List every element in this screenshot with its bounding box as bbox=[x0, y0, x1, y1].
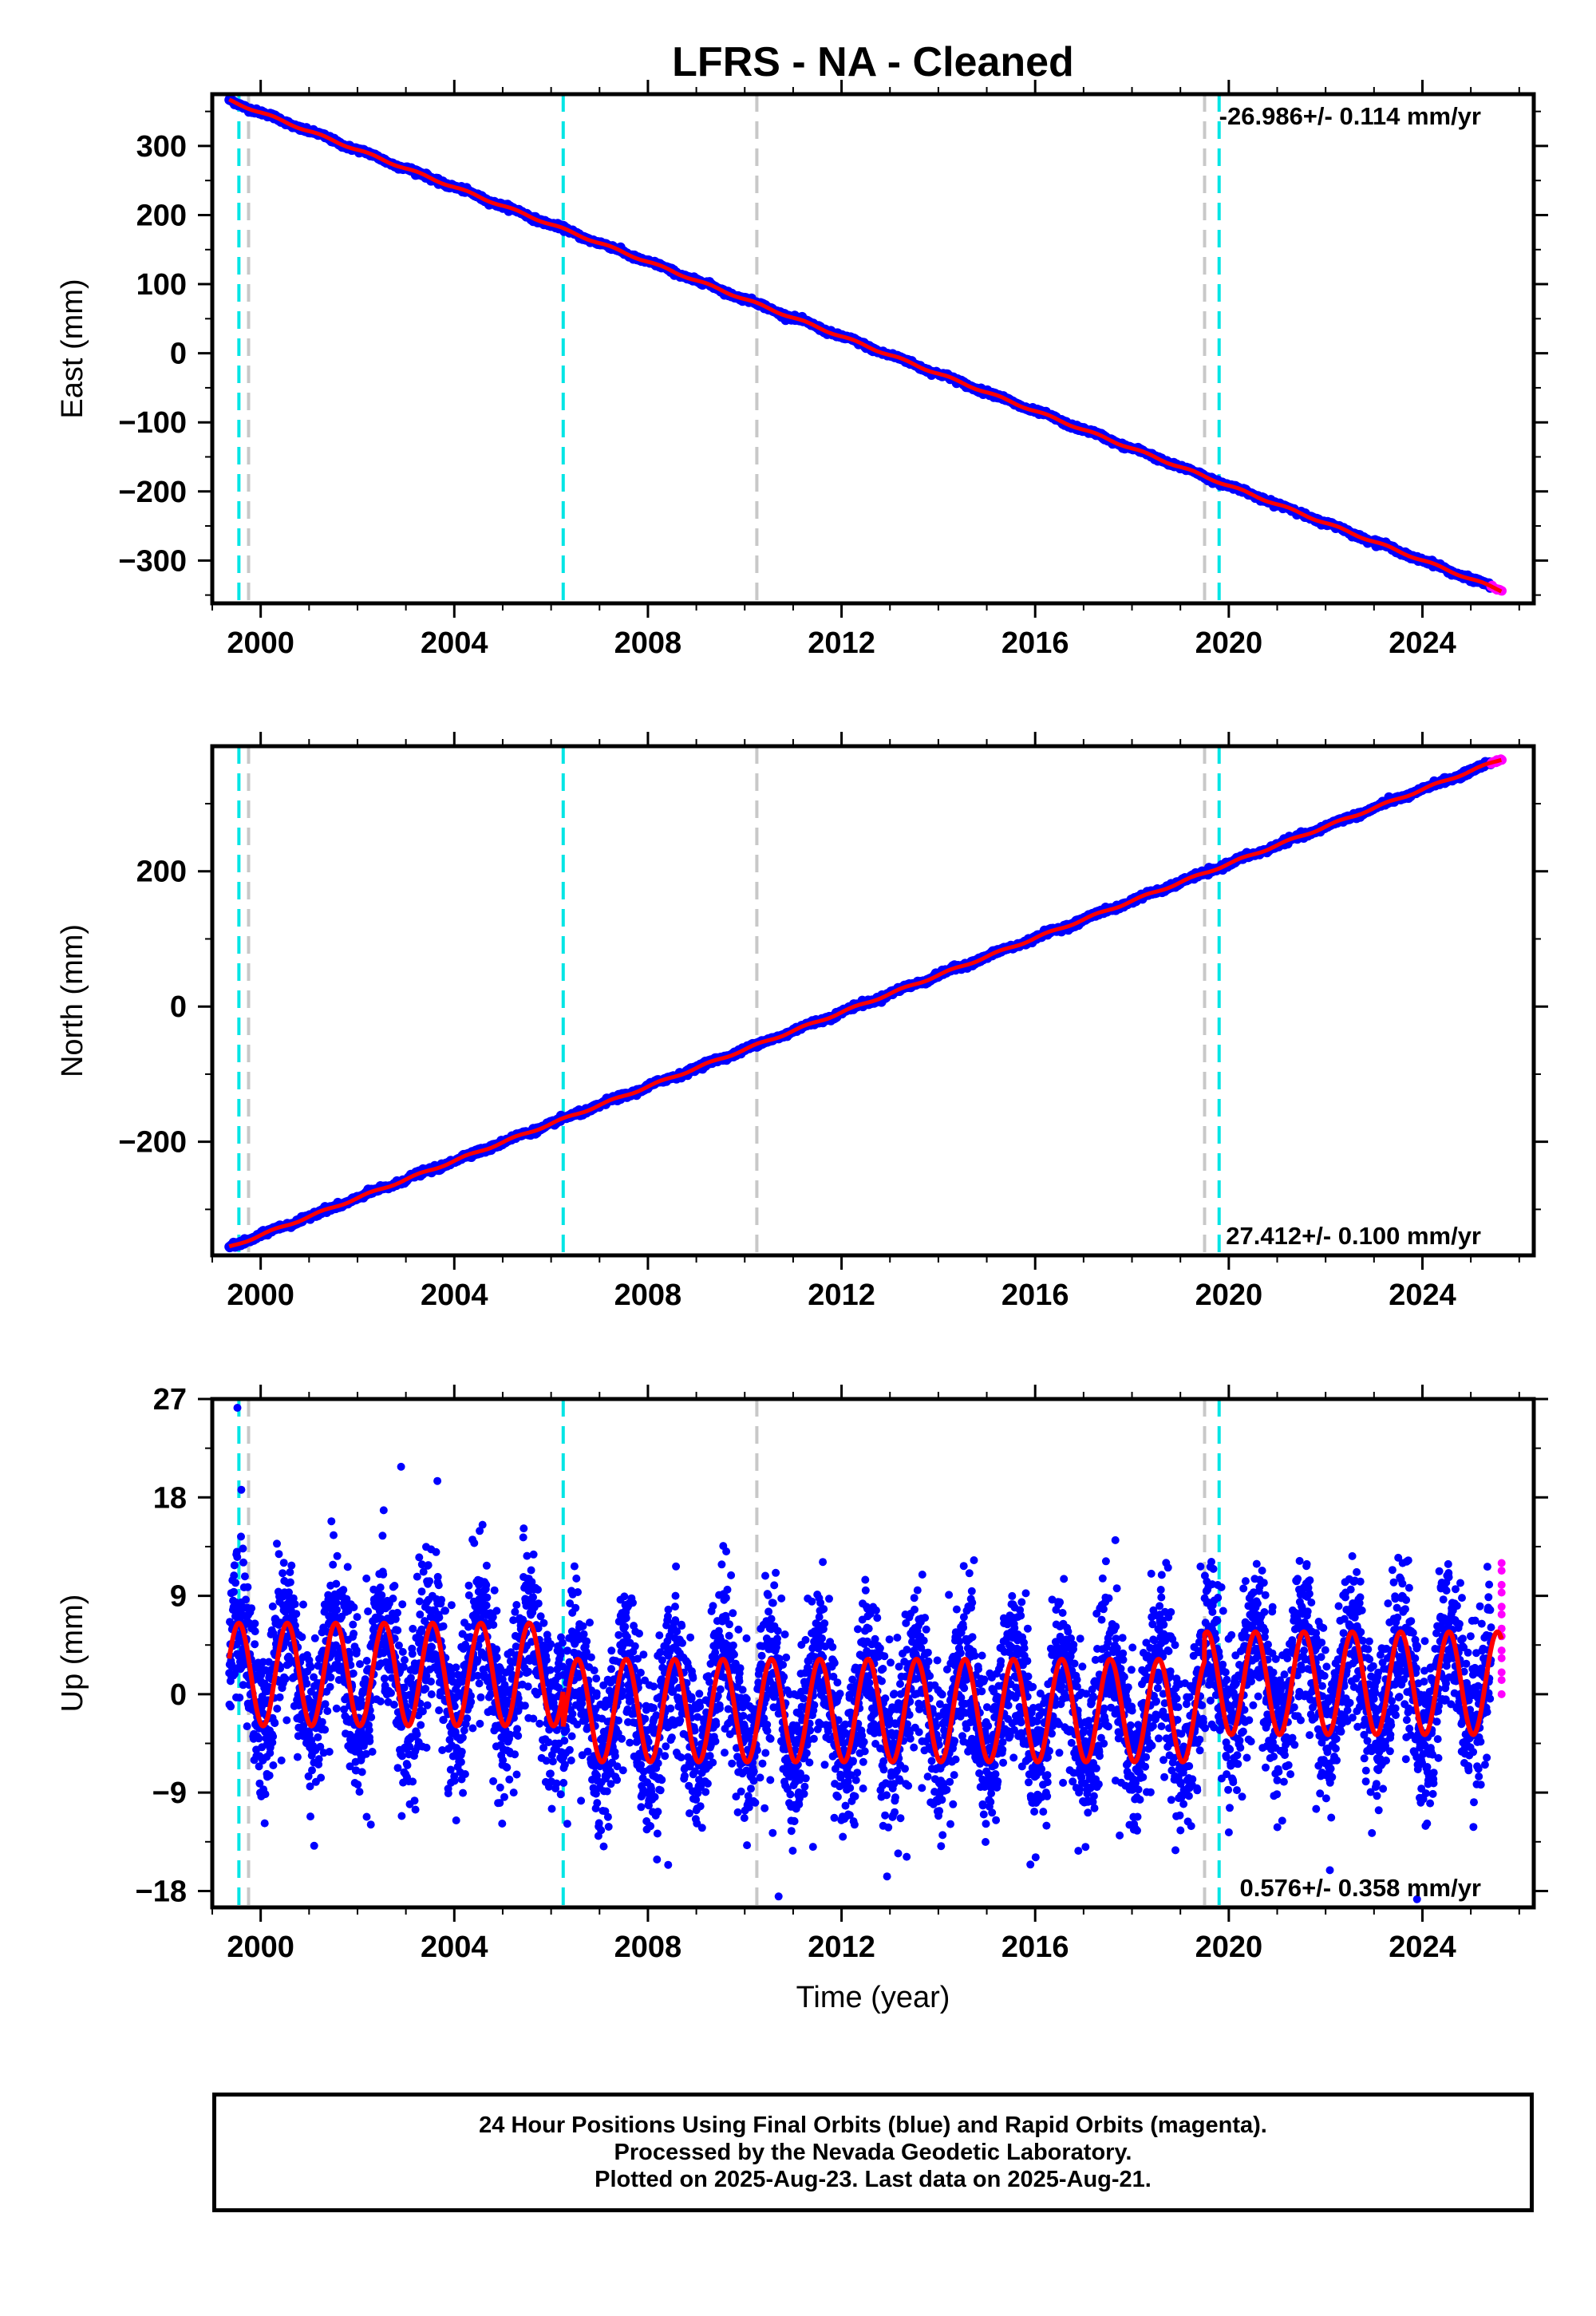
x-tick-label: 2008 bbox=[614, 626, 682, 660]
y-tick-label: −200 bbox=[118, 1126, 187, 1160]
data-point bbox=[227, 1702, 235, 1711]
chart-title: LFRS - NA - Cleaned bbox=[672, 39, 1074, 85]
north-rate-label: 27.412+/- 0.100 mm/yr bbox=[1226, 1222, 1481, 1250]
up-plot-area bbox=[225, 1399, 1506, 1907]
east-model-line bbox=[228, 97, 1503, 594]
north-plot-area bbox=[224, 746, 1507, 1255]
x-tick-label: 2012 bbox=[808, 1279, 875, 1312]
x-tick-label: 2024 bbox=[1389, 1279, 1456, 1312]
y-tick-label: −200 bbox=[118, 476, 187, 509]
x-tick-label: 2016 bbox=[1001, 626, 1069, 660]
x-tick-label: 2016 bbox=[1001, 1279, 1069, 1312]
x-tick-label: 2012 bbox=[808, 626, 875, 660]
x-tick-label: 2004 bbox=[421, 1279, 488, 1312]
north-y-axis-label: North (mm) bbox=[56, 924, 89, 1077]
north-model-line bbox=[228, 757, 1502, 1249]
east-x-ticks: 2000 2004 2008 2012 2016 2020 2024 bbox=[211, 80, 1520, 660]
up-final-points bbox=[225, 1404, 1495, 1903]
y-tick-label: 200 bbox=[136, 856, 187, 889]
x-tick-label: 2024 bbox=[1389, 626, 1456, 660]
x-tick-label: 2004 bbox=[421, 626, 488, 660]
x-tick-label: 2008 bbox=[614, 1279, 682, 1312]
east-y-ticks: 300 200 100 0 −100 −200 −300 bbox=[118, 110, 1548, 596]
east-y-axis-label: East (mm) bbox=[56, 279, 89, 418]
north-panel: 2000 2004 2008 2012 2016 2020 20242000−200Nort… bbox=[56, 732, 1548, 1312]
x-tick-label: 2020 bbox=[1195, 1279, 1263, 1312]
east-panel: 2000 2004 2008 2012 2016 2020 2024 300 200 100 0 −1… bbox=[56, 80, 1548, 660]
y-tick-label: −100 bbox=[118, 406, 187, 440]
y-tick-label: 100 bbox=[136, 268, 187, 302]
x-tick-label: 2000 bbox=[227, 626, 294, 660]
x-tick-label: 2000 bbox=[227, 1279, 294, 1312]
y-tick-label: 200 bbox=[136, 199, 187, 232]
east-frame bbox=[210, 92, 1536, 606]
up-panel: 2000 2004 2008 2012 2016 2020 2024271890−9−18U… bbox=[56, 1383, 1548, 1964]
x-tick-label: 2020 bbox=[1195, 626, 1263, 660]
north-y-ticks: 200 0 −200 bbox=[118, 803, 1548, 1211]
east-plot-area bbox=[224, 94, 1507, 603]
y-tick-label: 0 bbox=[170, 990, 187, 1024]
y-tick-label: 0 bbox=[170, 338, 187, 371]
y-tick-label: −300 bbox=[118, 544, 187, 578]
east-rate-label: -26.986+/- 0.114 mm/yr bbox=[1219, 102, 1481, 130]
y-tick-label: 300 bbox=[136, 130, 187, 164]
